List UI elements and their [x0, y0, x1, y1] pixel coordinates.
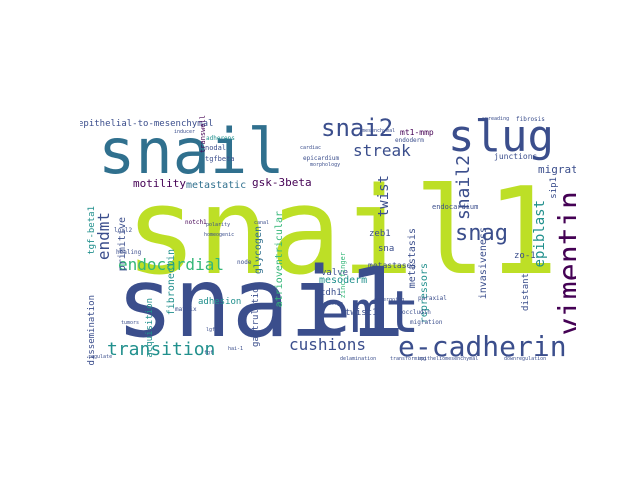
word-paraxial: paraxial	[418, 295, 447, 302]
word-node: node	[237, 259, 252, 266]
word-cardiac: cardiac	[300, 145, 322, 151]
word-atrioventricular: atrioventricular	[274, 211, 285, 308]
word-valve: valve	[321, 268, 349, 278]
word-occludin: occludin	[402, 309, 431, 316]
word-junctions: junctions	[494, 152, 538, 161]
word-epicardium: epicardium	[303, 155, 340, 162]
word-adherens: adherens	[206, 135, 235, 142]
word-inducer: inducer	[174, 129, 196, 135]
word-lgf: lgf	[206, 327, 216, 333]
word-tgfbeta: tgfbeta	[205, 155, 235, 163]
word-spreading: spreading	[482, 116, 510, 122]
word-e-cadherin: e-cadherin	[398, 330, 567, 363]
word-slug: slug	[448, 115, 554, 162]
word-migratory: migratory	[538, 163, 576, 176]
word-morphology: morphology	[310, 162, 341, 168]
word-endmt: endmt	[94, 212, 113, 261]
word-tgf-beta1: tgf-beta1	[87, 206, 97, 255]
word-motility: motility	[133, 177, 186, 190]
word-metastases: metastases	[368, 261, 417, 270]
word-undergoing: undergoing	[374, 297, 405, 303]
word-healing: healing	[116, 249, 142, 256]
word-snail: snail	[98, 115, 285, 188]
word-canal: canal	[254, 220, 270, 226]
word-cushions: cushions	[289, 335, 367, 354]
word-regulate: regulate	[88, 354, 113, 360]
word-invasiveness: invasiveness	[478, 227, 489, 300]
word-twist: twist	[376, 175, 392, 218]
word-mesenchymal: mesenchymal	[362, 128, 396, 134]
word-cloud: snail1 snai1 snail emt slug vimentin e-cadheri…	[80, 115, 576, 373]
word-sip1: sip1	[549, 177, 559, 199]
word-emt: emt	[315, 278, 420, 346]
word-acquisition: acquisition	[145, 298, 155, 358]
word-adhesion: adhesion	[198, 297, 242, 307]
word-epithelial-to-mesenchymal: epithelial-to-mesenchymal	[80, 119, 214, 129]
word-primitive: primitive	[117, 217, 128, 272]
word-sna: sna	[378, 244, 395, 254]
word-mt1-mmp: mt1-mmp	[400, 128, 434, 137]
word-gastrulation: gastrulation	[251, 282, 261, 348]
word-zinc-finger: zinc-finger	[339, 252, 347, 299]
word-undergo: undergo	[322, 301, 344, 307]
word-matrix: matrix	[175, 306, 197, 313]
word-twist1: twist1	[345, 308, 378, 318]
word-homeogenic: homeogenic	[204, 232, 235, 238]
word-snai1: snai1	[116, 247, 405, 359]
word-glycogen: glycogen	[253, 226, 264, 275]
word-tumors: tumors	[121, 320, 140, 326]
word-transforming: transforming	[390, 356, 427, 362]
word-fibrosis: fibrosis	[516, 116, 545, 123]
word-mesoderm: mesoderm	[319, 275, 368, 286]
word-notch1: notch1	[185, 219, 207, 226]
word-metastasis: metastasis	[407, 228, 418, 289]
word-metastatic: metastatic	[186, 180, 247, 191]
word-endocardial: endocardial	[118, 255, 224, 274]
word-delamination: delamination	[340, 356, 377, 362]
word-zo-1: zo-1	[514, 251, 536, 261]
word-nodal: nodal	[205, 144, 227, 152]
word-endocardium: endocardium	[432, 203, 479, 211]
word-migration: migration	[410, 319, 443, 326]
word-endoderm: endoderm	[395, 137, 424, 144]
word-gsk-3beta: gsk-3beta	[252, 176, 312, 189]
word-fgf: fgf	[204, 350, 214, 356]
word-snail1: snail1	[125, 163, 559, 302]
word-polarity: polarity	[206, 222, 231, 228]
word-downregulation: downregulation	[504, 356, 547, 362]
word-epitheliomesenchymal: epitheliomesenchymal	[418, 356, 479, 362]
word-hai-1: hai-1	[228, 346, 244, 352]
word-cdh1: cdh1	[320, 288, 342, 298]
word-streak: streak	[353, 141, 411, 160]
word-zeb1: zeb1	[369, 229, 391, 239]
word-transition: transition	[107, 339, 216, 360]
word-vimentin: vimentin	[553, 191, 576, 336]
word-snai2: snai2	[321, 115, 394, 142]
word-distant: distant	[521, 273, 531, 311]
word-snag: snag	[455, 221, 508, 246]
word-loxl2: loxl2	[114, 227, 133, 234]
